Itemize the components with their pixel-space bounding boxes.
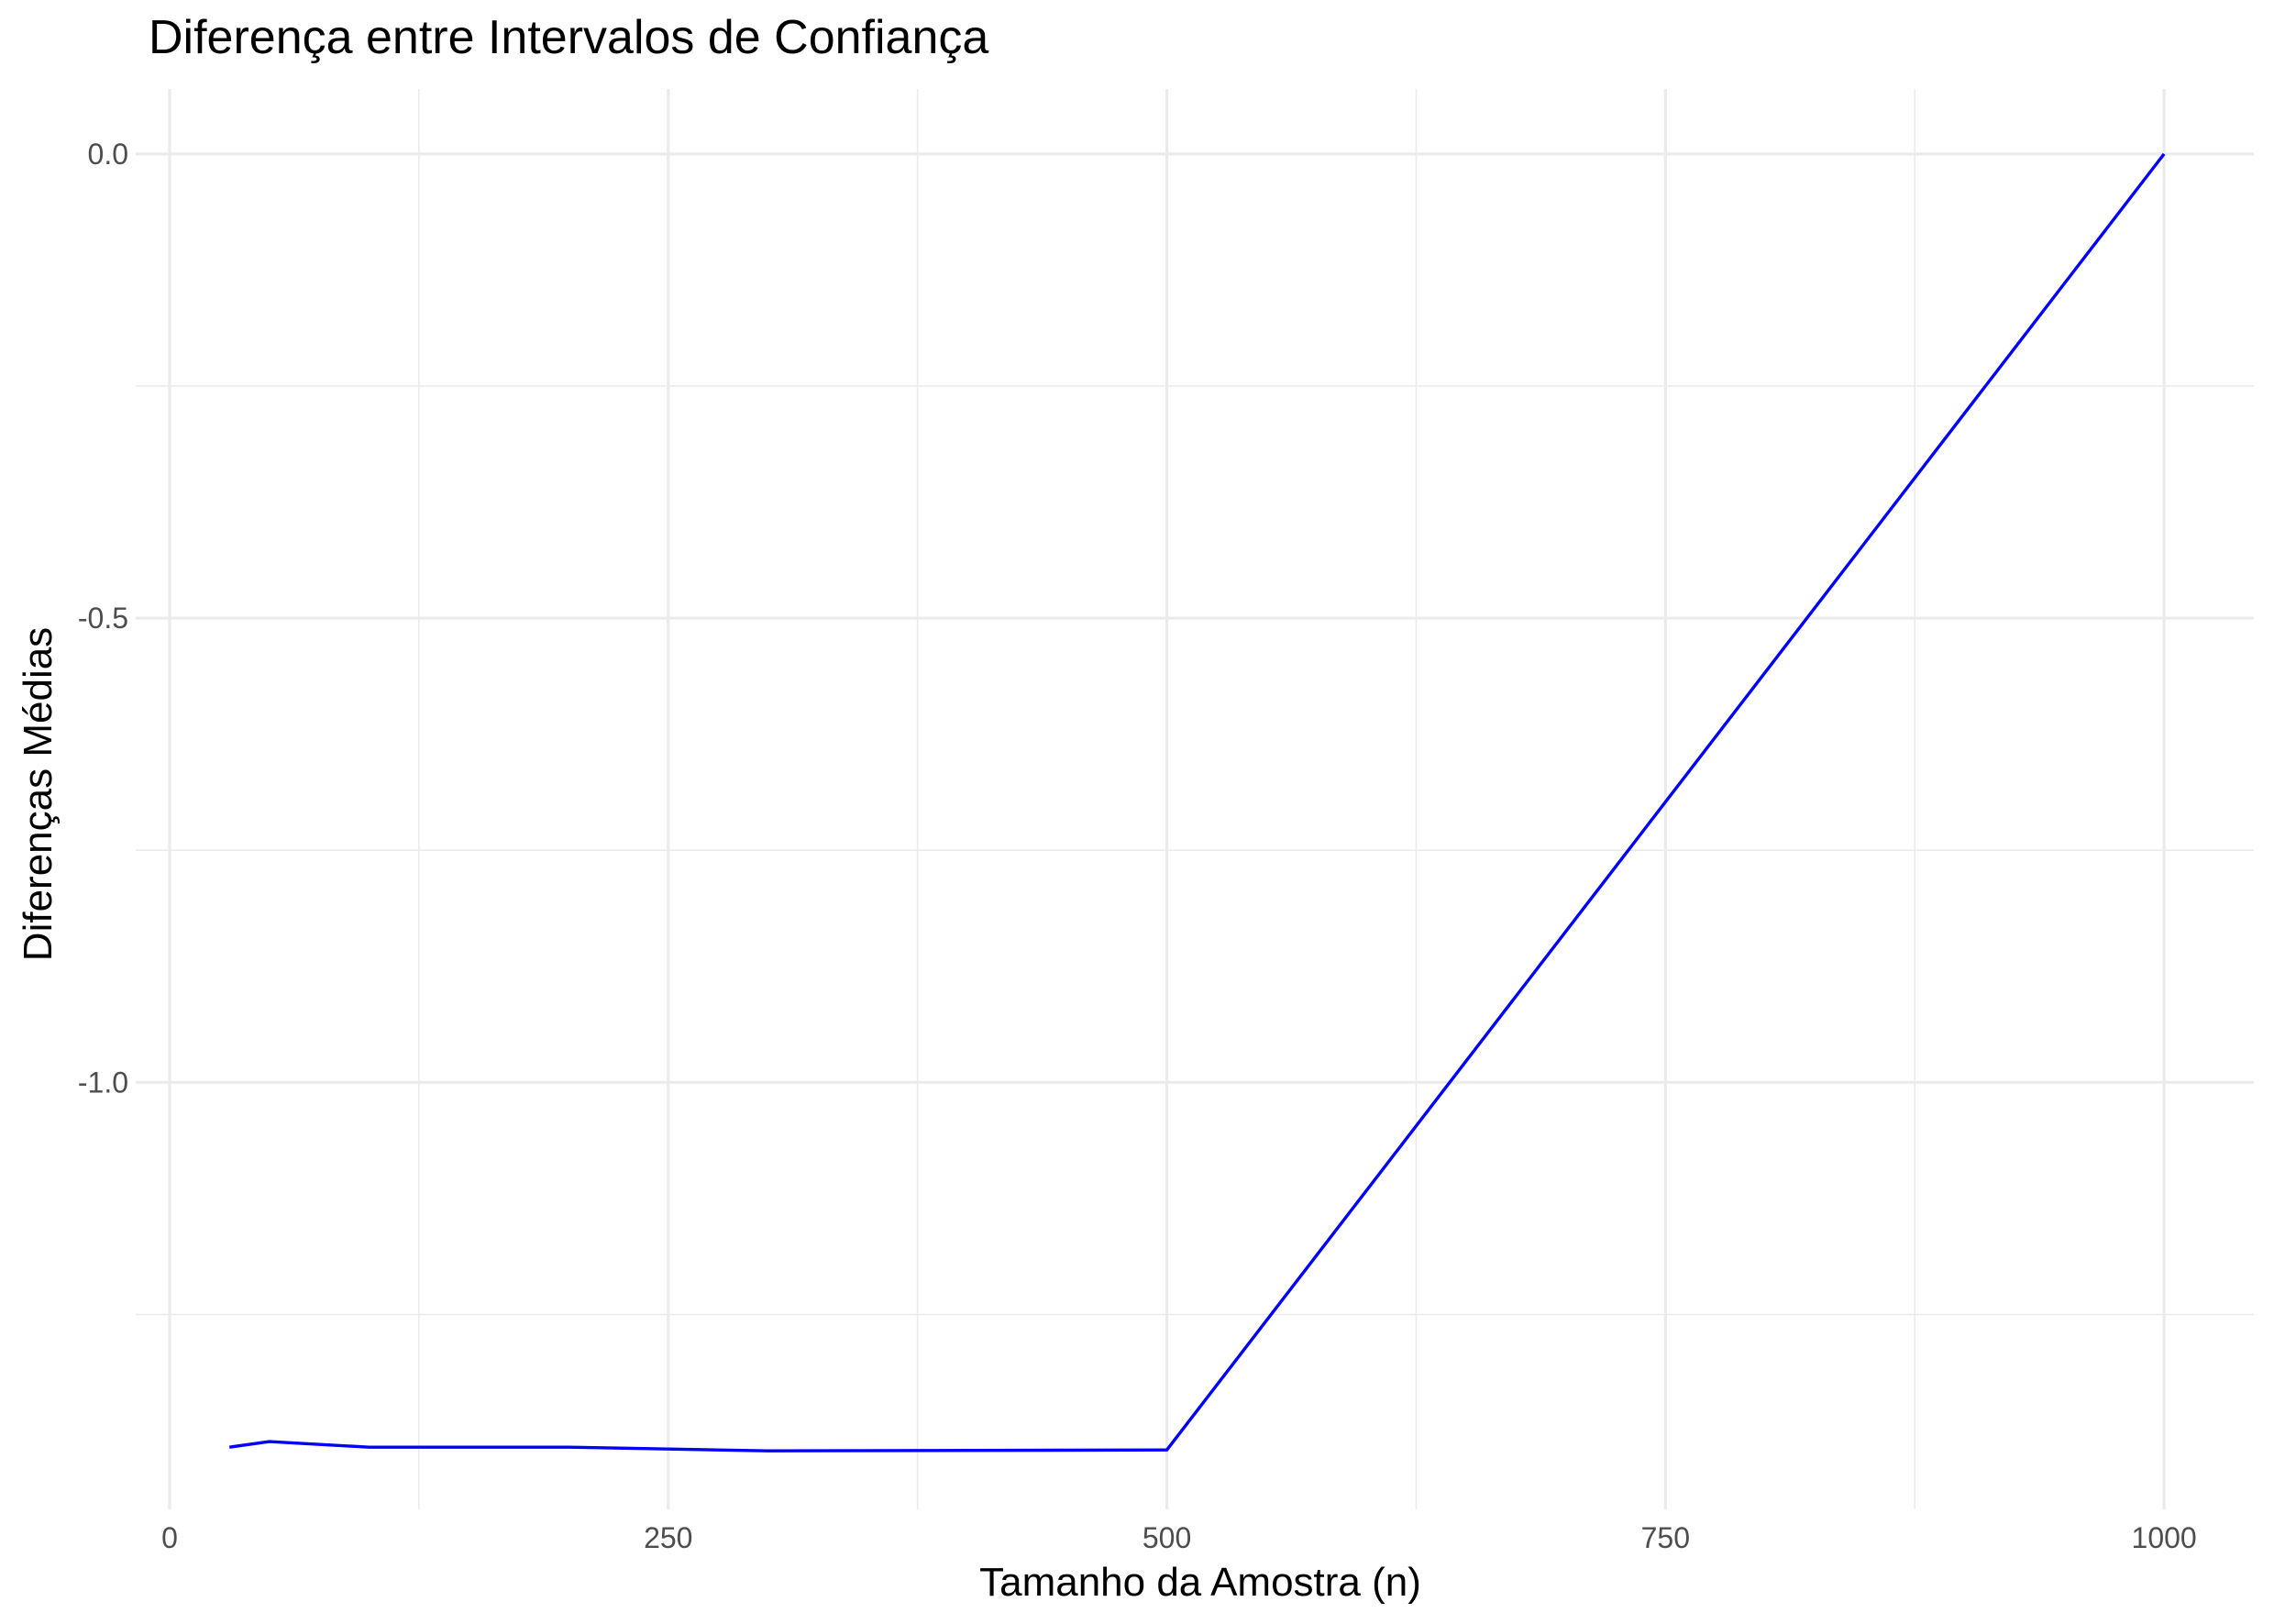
- series-lines: [228, 152, 2166, 1453]
- x-tick-label: 0: [161, 1521, 178, 1554]
- x-tick-label: 750: [1641, 1521, 1690, 1554]
- tick-labels: 0 250 500 750 1000 0.0 -0.5 -1.0: [78, 138, 2197, 1554]
- chart-title: Diferença entre Intervalos de Confiança: [149, 11, 988, 64]
- x-tick-label: 500: [1143, 1521, 1191, 1554]
- y-tick-label: 0.0: [88, 138, 128, 171]
- y-tick-label: -1.0: [78, 1066, 128, 1099]
- x-tick-label: 250: [644, 1521, 692, 1554]
- y-tick-label: -0.5: [78, 602, 128, 635]
- x-tick-label: 1000: [2132, 1521, 2197, 1554]
- series-line: [228, 152, 2166, 1453]
- y-axis-title: Diferenças Médias: [16, 627, 61, 961]
- grid-lines: [136, 89, 2254, 1509]
- x-axis-title: Tamanho da Amostra (n): [979, 1560, 1421, 1605]
